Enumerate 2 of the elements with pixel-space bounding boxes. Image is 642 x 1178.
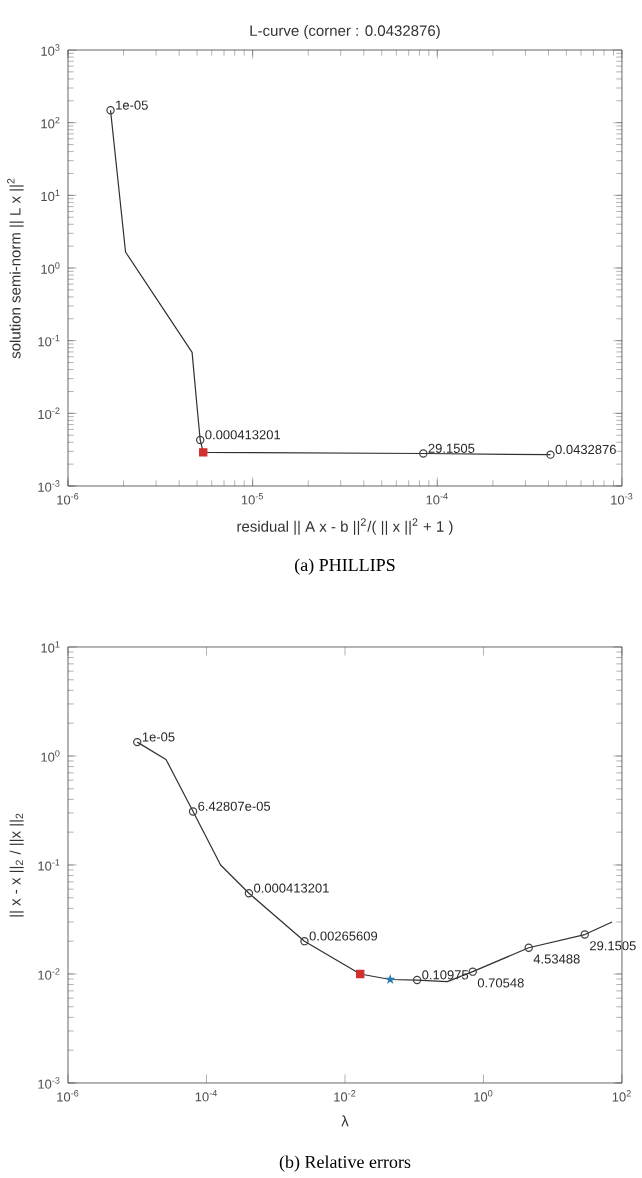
text: (b) Relative errors: [279, 1155, 411, 1172]
text: (a) PHILLIPS: [295, 558, 395, 575]
